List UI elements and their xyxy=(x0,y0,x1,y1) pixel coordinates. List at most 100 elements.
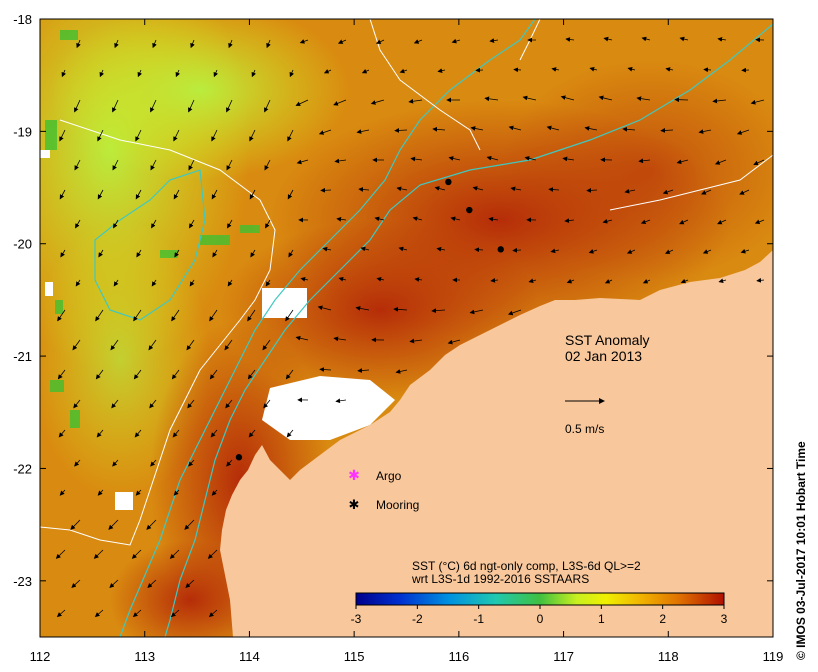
current-vector xyxy=(208,609,218,618)
current-vector xyxy=(703,67,712,73)
current-vector xyxy=(72,339,81,351)
current-vector xyxy=(135,489,142,496)
current-vector xyxy=(393,306,408,312)
current-vector xyxy=(207,549,218,559)
current-vector xyxy=(299,39,309,44)
current-vector xyxy=(318,129,332,135)
colorbar-tick-label: 2 xyxy=(659,612,666,626)
current-vector xyxy=(376,276,385,282)
credit-text: © IMOS 03-Jul-2017 10:01 Hobart Time xyxy=(794,441,808,660)
current-vector xyxy=(135,189,142,200)
current-vector xyxy=(97,489,104,496)
current-vector xyxy=(95,309,104,322)
map-date: 02 Jan 2013 xyxy=(565,348,642,364)
current-vector xyxy=(698,129,712,134)
current-vector xyxy=(170,609,180,618)
current-vector xyxy=(97,189,104,200)
plot-frame xyxy=(39,18,774,638)
y-tick-label: -22 xyxy=(13,461,32,476)
current-vector xyxy=(665,67,674,72)
colorbar-tick-label: -3 xyxy=(351,612,362,626)
current-vector xyxy=(173,489,180,496)
current-vector xyxy=(355,305,370,311)
current-vector xyxy=(56,609,66,618)
current-vector xyxy=(295,99,309,106)
current-vector xyxy=(109,579,119,589)
current-vector xyxy=(249,129,256,142)
current-vector xyxy=(211,489,218,496)
current-vector xyxy=(358,187,370,192)
current-vector xyxy=(333,99,347,106)
current-vector xyxy=(288,249,294,258)
current-vector xyxy=(57,369,66,380)
current-vector xyxy=(150,459,157,467)
colorbar-tick-label: 1 xyxy=(598,612,605,626)
colorbar-ticks: -3 -2 -1 0 1 2 3 xyxy=(351,605,728,626)
current-vector xyxy=(334,158,347,164)
current-vector xyxy=(75,279,81,287)
current-vector xyxy=(717,219,727,225)
current-vector xyxy=(131,549,142,559)
current-vector xyxy=(211,129,218,142)
current-vector xyxy=(95,369,104,380)
current-vector xyxy=(357,368,370,373)
current-vector xyxy=(96,429,104,438)
current-vector xyxy=(680,278,689,284)
current-vector xyxy=(55,549,66,559)
current-vector xyxy=(432,126,446,132)
current-vector xyxy=(565,37,575,42)
current-vector xyxy=(701,189,712,195)
mooring-label: Mooring xyxy=(376,498,419,512)
current-vector xyxy=(97,129,104,142)
current-vector xyxy=(361,68,370,74)
y-tick-label: -21 xyxy=(13,349,32,364)
current-vector xyxy=(74,459,81,467)
current-vector xyxy=(74,159,81,171)
current-vector xyxy=(641,36,651,42)
current-vector xyxy=(356,129,370,134)
current-vector xyxy=(564,218,575,223)
current-vector xyxy=(113,279,119,287)
current-vector xyxy=(265,219,271,229)
y-tick-label: -19 xyxy=(13,124,32,139)
x-tick-label: 113 xyxy=(134,649,155,664)
current-vector xyxy=(134,429,142,438)
current-vector xyxy=(172,429,180,438)
current-vector xyxy=(151,279,157,287)
current-vector xyxy=(551,67,560,72)
current-vector xyxy=(754,219,765,225)
current-vector xyxy=(586,187,598,193)
current-vector xyxy=(472,186,484,191)
current-vector xyxy=(136,249,142,258)
argo-symbol: ✱ xyxy=(348,467,360,483)
current-vector xyxy=(173,129,180,142)
scale-label: 0.5 m/s xyxy=(565,422,604,436)
current-vector xyxy=(226,459,233,467)
current-vector xyxy=(262,339,271,351)
current-vector xyxy=(57,309,66,322)
current-vector xyxy=(489,38,499,43)
current-vector xyxy=(750,99,765,105)
current-vector xyxy=(186,339,195,351)
current-vector xyxy=(114,39,119,49)
current-vector xyxy=(61,69,67,78)
current-vector xyxy=(73,399,81,409)
current-vector xyxy=(247,309,256,322)
x-tick-label: 115 xyxy=(344,649,365,664)
current-vector xyxy=(265,279,271,287)
mooring-point xyxy=(466,206,473,214)
current-vector xyxy=(210,429,218,438)
current-vector xyxy=(152,39,157,49)
current-vector xyxy=(264,159,271,171)
current-vector xyxy=(171,309,180,322)
current-vector xyxy=(702,249,712,254)
current-vector xyxy=(337,39,347,44)
current-vector xyxy=(486,155,499,161)
current-vector xyxy=(213,69,219,78)
current-vector xyxy=(148,339,157,351)
current-vector xyxy=(448,156,461,161)
current-vector xyxy=(622,126,636,132)
current-vector xyxy=(490,277,499,283)
current-vector xyxy=(395,369,408,374)
